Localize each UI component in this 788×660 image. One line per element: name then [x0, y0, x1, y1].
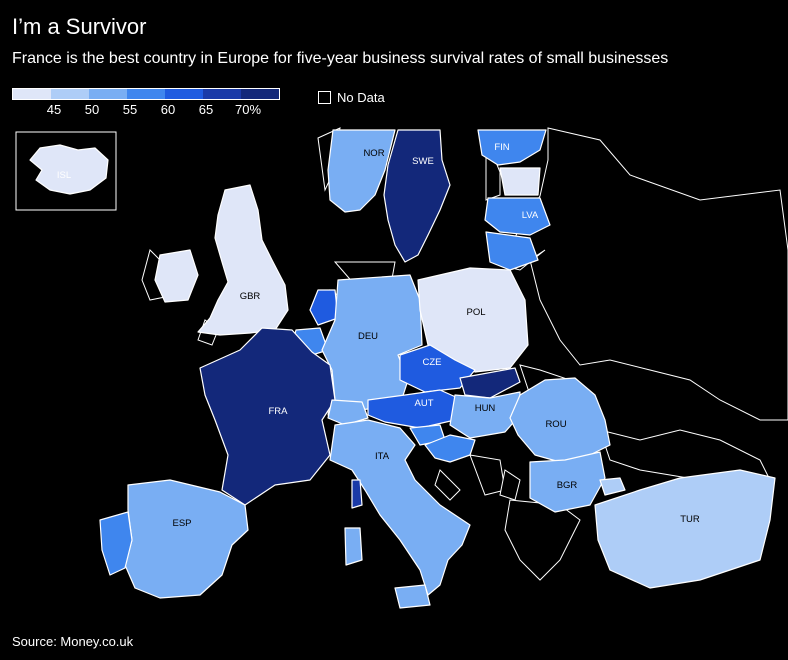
country-gbr	[197, 184, 289, 336]
legend-swatch	[51, 89, 89, 99]
legend-swatch	[165, 89, 203, 99]
country-labels: ISL NOR SWE FIN LVA GBR DEU POL CZE FRA …	[57, 142, 700, 529]
country-svk	[459, 367, 521, 399]
label-swe: SWE	[412, 156, 434, 167]
label-gbr: GBR	[240, 291, 261, 302]
country-sar	[344, 527, 363, 566]
chart-title: I’m a Survivor	[12, 14, 147, 39]
country-sic	[394, 584, 431, 609]
no-data-swatch	[318, 91, 331, 104]
label-cze: CZE	[423, 357, 442, 368]
iceland-inset-frame	[15, 131, 117, 211]
country-tur	[594, 469, 776, 589]
country-swe	[383, 129, 451, 263]
country-rou	[509, 377, 611, 463]
legend-swatch	[89, 89, 127, 99]
label-bgr: BGR	[557, 480, 578, 491]
legend-tick-labels: 45 50 55 60 65 70%	[12, 100, 280, 117]
country-isl	[29, 144, 109, 195]
source-note: Source: Money.co.uk	[12, 634, 134, 649]
legend-swatch	[127, 89, 165, 99]
country-fin	[477, 129, 547, 166]
label-rou: ROU	[545, 419, 566, 430]
legend-tick: 60	[160, 102, 176, 117]
legend-tick: 45	[46, 102, 62, 117]
country-hrv	[424, 434, 476, 463]
no-data-label: No Data	[337, 90, 385, 105]
country-fra	[199, 327, 336, 506]
legend-tick: 65	[198, 102, 214, 117]
country-bgr	[529, 451, 606, 513]
legend-tick: 50	[84, 102, 100, 117]
label-deu: DEU	[358, 331, 378, 342]
chart-subtitle: France is the best country in Europe for…	[12, 50, 669, 67]
country-nor	[327, 129, 396, 213]
color-legend: 45 50 55 60 65 70%	[12, 88, 280, 117]
label-fra: FRA	[269, 406, 289, 417]
country-irl	[154, 249, 199, 303]
country-hun	[449, 391, 521, 439]
label-aut: AUT	[415, 398, 434, 409]
label-ita: ITA	[375, 451, 390, 462]
label-fin: FIN	[494, 142, 509, 153]
country-cor	[351, 479, 363, 509]
country-pol	[417, 267, 529, 373]
country-ita	[329, 419, 471, 596]
label-nor: NOR	[363, 148, 384, 159]
label-esp: ESP	[172, 518, 191, 529]
legend-tick: 70%	[234, 102, 262, 117]
country-lva	[484, 197, 551, 236]
legend-color-bar	[12, 88, 280, 100]
legend-swatch	[241, 89, 279, 99]
legend-swatch	[203, 89, 241, 99]
legend-swatch	[13, 89, 51, 99]
country-grc-isl	[599, 477, 626, 496]
no-data-legend: No Data	[318, 90, 385, 105]
country-nld	[309, 289, 339, 326]
label-isl: ISL	[57, 170, 71, 181]
country-est	[499, 167, 541, 196]
country-prt	[99, 511, 133, 576]
label-tur: TUR	[680, 514, 700, 525]
country-esp	[124, 479, 249, 599]
country-ltu	[485, 231, 539, 271]
country-deu	[321, 274, 423, 411]
label-lva: LVA	[522, 210, 539, 221]
label-hun: HUN	[475, 403, 496, 414]
label-pol: POL	[466, 307, 485, 318]
legend-tick: 55	[122, 102, 138, 117]
